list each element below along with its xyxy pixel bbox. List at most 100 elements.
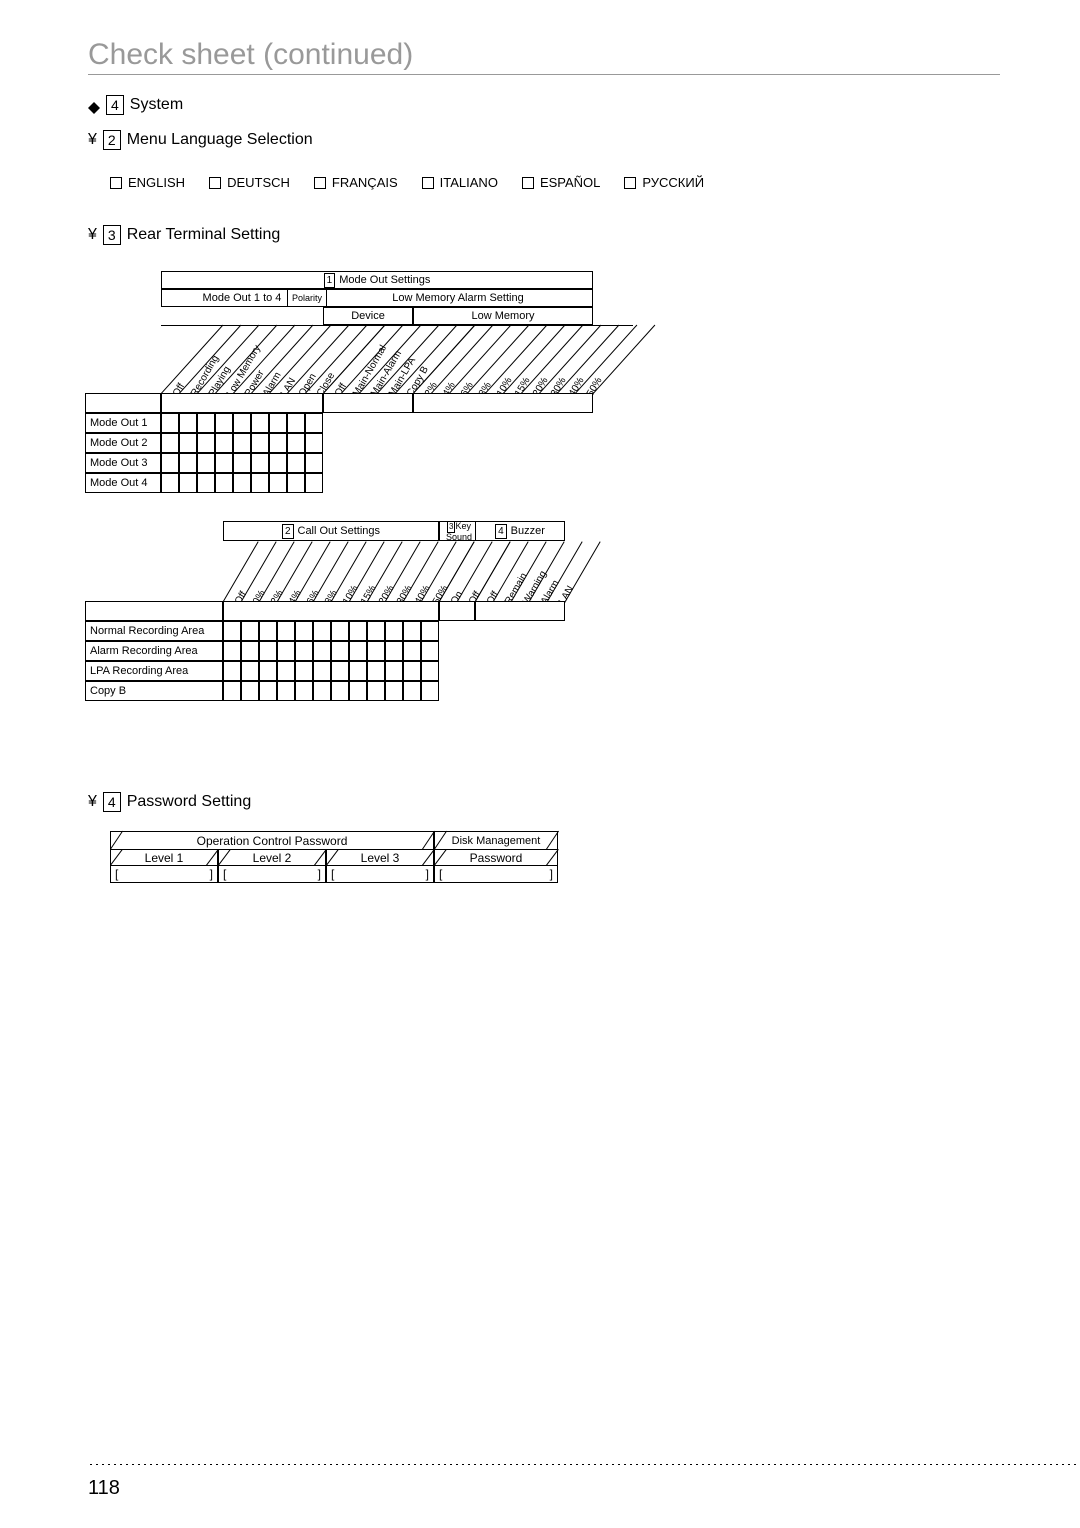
- hdr-polarity: Polarity: [287, 289, 327, 307]
- language-option[interactable]: РУССКИЙ: [624, 175, 704, 190]
- grid-cell: [277, 661, 295, 681]
- grid-cell: [215, 413, 233, 433]
- dotted-rule: [88, 1463, 1080, 1466]
- grid-cell: [259, 641, 277, 661]
- section-system: 4 System: [88, 95, 183, 115]
- sub-password: ¥ 4 Password Setting: [88, 792, 251, 812]
- checkbox-icon[interactable]: [522, 177, 534, 189]
- table-row-label: Alarm Recording Area: [85, 641, 223, 661]
- hdr-keysound: 3KeySound: [439, 521, 479, 541]
- grid-cell: [277, 621, 295, 641]
- hdr-level: Level 2: [218, 849, 326, 865]
- hdr-level: Level 1: [110, 849, 218, 865]
- language-option[interactable]: FRANÇAIS: [314, 175, 398, 190]
- grid-cell: [223, 641, 241, 661]
- grid-cell: [259, 661, 277, 681]
- grid-cell: [331, 621, 349, 641]
- hdr-level: Level 3: [326, 849, 434, 865]
- grid-cell: [331, 681, 349, 701]
- grid-cell: [287, 413, 305, 433]
- title-underline: [88, 74, 1000, 75]
- grid-cell: [367, 641, 385, 661]
- grid-cell: [367, 681, 385, 701]
- hdr-callout: 2Call Out Settings: [223, 521, 439, 541]
- grid-cell: [295, 681, 313, 701]
- grid-cell: [277, 641, 295, 661]
- grid-cell: [179, 473, 197, 493]
- grid-cell: [197, 413, 215, 433]
- password-field[interactable]: []: [110, 865, 218, 883]
- grid-cell: [233, 473, 251, 493]
- language-label: РУССКИЙ: [642, 175, 704, 190]
- grid-cell: [287, 473, 305, 493]
- grid-cell: [215, 433, 233, 453]
- grid-cell: [287, 453, 305, 473]
- bullet-icon: ¥: [88, 793, 97, 811]
- hdr-opcontrol: Operation Control Password: [110, 831, 434, 849]
- grid-cell: [313, 681, 331, 701]
- bullet-icon: ¥: [88, 226, 97, 244]
- grid-cell: [259, 681, 277, 701]
- grid-cell: [305, 413, 323, 433]
- grid-cell: [251, 473, 269, 493]
- mode-out-header: 1Mode Out Settings: [161, 271, 593, 289]
- language-label: ENGLISH: [128, 175, 185, 190]
- grid-cell: [305, 473, 323, 493]
- language-label: ITALIANO: [440, 175, 498, 190]
- password-field[interactable]: []: [434, 865, 558, 883]
- grid-cell: [367, 621, 385, 641]
- checkbox-icon[interactable]: [314, 177, 326, 189]
- sub-label: Rear Terminal Setting: [127, 226, 281, 244]
- grid-cell: [215, 453, 233, 473]
- checkbox-icon[interactable]: [110, 177, 122, 189]
- grid-cell: [385, 621, 403, 641]
- sub-label: Password Setting: [127, 793, 252, 811]
- grid-cell: [313, 641, 331, 661]
- section-label: System: [130, 96, 183, 114]
- grid-cell: [233, 433, 251, 453]
- password-field[interactable]: []: [218, 865, 326, 883]
- language-label: DEUTSCH: [227, 175, 290, 190]
- sub-num: 4: [103, 792, 121, 812]
- grid-cell: [259, 621, 277, 641]
- table-row-label: Mode Out 2: [85, 433, 161, 453]
- grid-cell: [349, 641, 367, 661]
- checkbox-icon[interactable]: [209, 177, 221, 189]
- table-row-label: Normal Recording Area: [85, 621, 223, 641]
- grid-cell: [251, 413, 269, 433]
- table-row-label: Copy B: [85, 681, 223, 701]
- grid-cell: [277, 681, 295, 701]
- grid-cell: [241, 681, 259, 701]
- language-option[interactable]: ESPAÑOL: [522, 175, 600, 190]
- sub-rear-terminal: ¥ 3 Rear Terminal Setting: [88, 225, 280, 245]
- grid-cell: [403, 681, 421, 701]
- grid-cell: [295, 641, 313, 661]
- grid-cell: [349, 661, 367, 681]
- grid-cell: [421, 681, 439, 701]
- grid-cell: [161, 453, 179, 473]
- grid-cell: [331, 661, 349, 681]
- grid-cell: [179, 433, 197, 453]
- grid-cell: [385, 661, 403, 681]
- grid-cell: [223, 621, 241, 641]
- hdr-lowmem-setting: Low Memory Alarm Setting: [323, 289, 593, 307]
- checkbox-icon[interactable]: [422, 177, 434, 189]
- grid-cell: [295, 621, 313, 641]
- grid-cell: [385, 681, 403, 701]
- diamond-icon: [88, 96, 100, 108]
- grid-cell: [331, 641, 349, 661]
- language-option[interactable]: DEUTSCH: [209, 175, 290, 190]
- language-option[interactable]: ITALIANO: [422, 175, 498, 190]
- grid-cell: [251, 433, 269, 453]
- grid-cell: [179, 413, 197, 433]
- grid-cell: [367, 661, 385, 681]
- password-field[interactable]: []: [326, 865, 434, 883]
- grid-cell: [233, 453, 251, 473]
- language-option[interactable]: ENGLISH: [110, 175, 185, 190]
- grid-cell: [215, 473, 233, 493]
- grid-cell: [403, 641, 421, 661]
- grid-cell: [313, 661, 331, 681]
- checkbox-icon[interactable]: [624, 177, 636, 189]
- language-label: FRANÇAIS: [332, 175, 398, 190]
- grid-cell: [305, 433, 323, 453]
